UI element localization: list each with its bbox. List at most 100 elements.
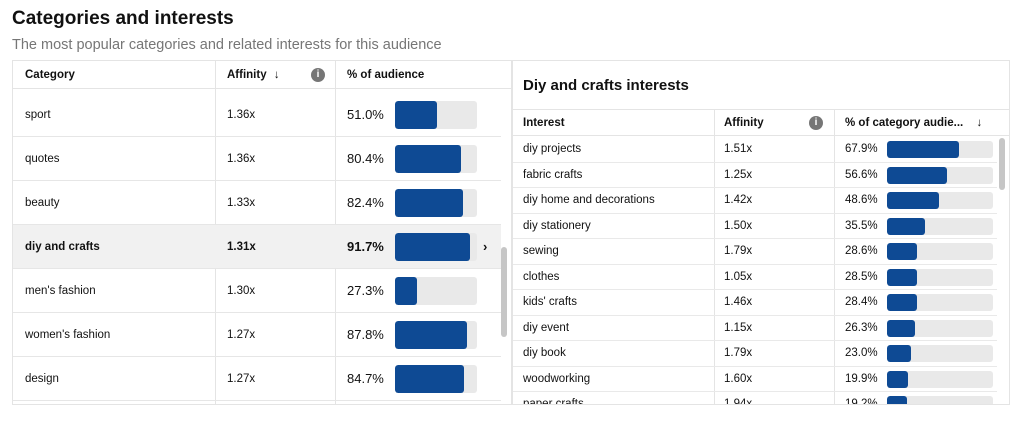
- audience-bar-fill: [887, 294, 918, 311]
- column-divider: [714, 110, 715, 404]
- table-row: paper crafts 1.94x 19.2%: [513, 392, 997, 405]
- affinity-value: 1.94x: [724, 398, 753, 405]
- audience-bar-track: [395, 145, 477, 173]
- affinity-value: 1.60x: [724, 372, 753, 385]
- table-row[interactable]: men's fashion 1.30x 27.3%: [13, 269, 501, 313]
- category-name: design: [25, 373, 59, 385]
- audience-bar-track: [887, 243, 993, 260]
- column-header-category[interactable]: Category: [25, 69, 75, 81]
- table-row[interactable]: quotes 1.36x 80.4%: [13, 137, 501, 181]
- audience-percent: 51.0%: [347, 107, 384, 122]
- interests-panel: Diy and crafts interests Interest Affini…: [512, 60, 1010, 405]
- info-icon[interactable]: i: [311, 68, 325, 82]
- audience-bar-fill: [887, 243, 918, 260]
- affinity-value: 1.36x: [227, 109, 256, 121]
- interest-name: diy book: [523, 347, 566, 359]
- table-row: fabric crafts 1.25x 56.6%: [513, 163, 997, 188]
- category-audience-percent: 56.6%: [845, 168, 878, 181]
- table-row[interactable]: diy and crafts 1.31x 91.7% ›: [13, 225, 501, 269]
- chevron-right-icon[interactable]: ›: [483, 239, 488, 254]
- column-divider: [834, 110, 835, 404]
- category-name: women's fashion: [25, 329, 111, 341]
- audience-bar-fill: [395, 365, 465, 393]
- scrollbar[interactable]: [999, 138, 1005, 190]
- audience-percent: 27.3%: [347, 283, 384, 298]
- audience-bar-fill: [887, 319, 915, 337]
- audience-bar-track: [887, 192, 993, 209]
- audience-bar-fill: [395, 321, 467, 349]
- interest-name: fabric crafts: [523, 168, 583, 181]
- table-row: diy event 1.15x 26.3%: [513, 316, 997, 341]
- audience-bar-track: [395, 101, 477, 129]
- affinity-value: 1.50x: [724, 219, 753, 232]
- column-header-interest[interactable]: Interest: [523, 117, 565, 129]
- category-audience-percent: 26.3%: [845, 321, 878, 334]
- affinity-value: 1.36x: [227, 153, 256, 165]
- categories-table-header: Category Affinity ↓ i % of audience: [13, 61, 511, 89]
- audience-bar-fill: [887, 268, 918, 286]
- audience-bar-fill: [887, 192, 939, 209]
- affinity-value: 1.05x: [724, 270, 753, 283]
- column-header-affinity[interactable]: Affinity: [724, 117, 764, 129]
- interest-name: diy event: [523, 321, 570, 334]
- interest-name: kids' crafts: [523, 296, 577, 308]
- audience-bar-fill: [395, 101, 437, 129]
- table-row: diy projects 1.51x 67.9%: [513, 137, 997, 163]
- table-row[interactable]: sport 1.36x 51.0%: [13, 93, 501, 137]
- audience-bar-fill: [887, 370, 909, 388]
- table-row: diy book 1.79x 23.0%: [513, 341, 997, 367]
- affinity-value: 1.46x: [724, 296, 753, 308]
- arrow-down-icon: ↓: [273, 69, 280, 81]
- info-icon[interactable]: i: [809, 116, 823, 130]
- interests-table-header: Interest Affinity i % of category audie.…: [513, 110, 1009, 136]
- interest-name: diy home and decorations: [523, 194, 655, 206]
- affinity-value: 1.30x: [227, 285, 256, 297]
- interest-name: diy projects: [523, 143, 582, 155]
- affinity-value: 1.42x: [724, 194, 753, 206]
- column-header-affinity[interactable]: Affinity ↓: [227, 61, 280, 89]
- page-title: Categories and interests: [12, 8, 234, 29]
- column-header-audience[interactable]: % of audience: [347, 69, 425, 81]
- interest-name: paper crafts: [523, 398, 584, 405]
- audience-bar-fill: [887, 166, 947, 184]
- affinity-value: 1.25x: [724, 168, 753, 181]
- audience-bar-track: [395, 321, 477, 349]
- audience-bar-track: [887, 370, 993, 388]
- table-row: woodworking 1.60x 19.9%: [513, 367, 997, 392]
- audience-bar-track: [887, 217, 993, 235]
- audience-bar-track: [887, 396, 993, 404]
- audience-bar-track: [395, 189, 477, 217]
- audience-bar-track: [395, 233, 477, 261]
- table-row: diy stationery 1.50x 35.5%: [513, 214, 997, 239]
- audience-percent: 91.7%: [347, 239, 384, 254]
- column-header-affinity-label: Affinity: [227, 69, 267, 81]
- arrow-down-icon: ↓: [976, 117, 983, 129]
- interest-name: sewing: [523, 245, 559, 257]
- audience-bar-track: [887, 141, 993, 158]
- audience-bar-fill: [887, 141, 959, 158]
- category-audience-percent: 28.6%: [845, 245, 878, 257]
- table-row[interactable]: beauty 1.33x 82.4%: [13, 181, 501, 225]
- audience-bar-track: [395, 277, 477, 305]
- table-row: clothes 1.05x 28.5%: [513, 265, 997, 290]
- audience-percent: 84.7%: [347, 371, 384, 386]
- category-name: quotes: [25, 153, 60, 165]
- categories-table: Category Affinity ↓ i % of audience spor…: [12, 60, 512, 405]
- audience-bar-fill: [395, 233, 471, 261]
- audience-bar-track: [887, 319, 993, 337]
- scrollbar[interactable]: [501, 247, 507, 337]
- category-audience-percent: 28.4%: [845, 296, 878, 308]
- table-row[interactable]: women's fashion 1.27x 87.8%: [13, 313, 501, 357]
- affinity-value: 1.79x: [724, 245, 753, 257]
- affinity-value: 1.51x: [724, 143, 753, 155]
- audience-bar-track: [887, 268, 993, 286]
- audience-bar-fill: [887, 396, 908, 404]
- category-audience-percent: 19.9%: [845, 372, 878, 385]
- interests-table: Interest Affinity i % of category audie.…: [513, 109, 1009, 405]
- interest-name: diy stationery: [523, 219, 591, 232]
- interests-panel-title: Diy and crafts interests: [523, 77, 689, 94]
- category-name: beauty: [25, 197, 60, 209]
- table-row[interactable]: design 1.27x 84.7%: [13, 357, 501, 401]
- column-header-category-audience[interactable]: % of category audie... ↓: [845, 110, 982, 136]
- audience-percent: 80.4%: [347, 151, 384, 166]
